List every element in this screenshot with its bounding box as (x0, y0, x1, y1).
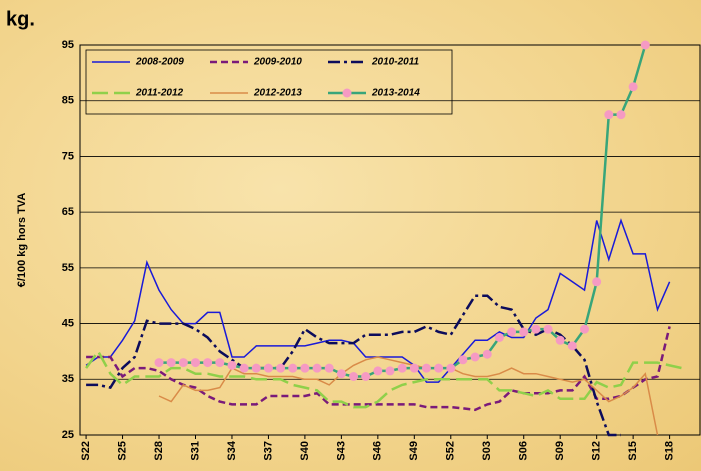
y-tick-label: 75 (62, 150, 74, 162)
x-tick-label: S22 (80, 441, 92, 461)
x-tick-label: S52 (445, 441, 457, 461)
y-tick-label: 55 (62, 262, 74, 274)
series-line (86, 294, 621, 437)
legend-label: 2008-2009 (135, 57, 184, 68)
legend-label: 2010-2011 (371, 57, 420, 68)
x-tick-label: S12 (591, 441, 603, 461)
point (288, 363, 298, 373)
plot-border (79, 44, 701, 436)
x-tick-label: S43 (335, 441, 347, 461)
point (154, 358, 164, 368)
point (434, 363, 444, 373)
y-tick-label: 65 (62, 206, 74, 218)
series-line (158, 356, 659, 436)
point (166, 358, 176, 368)
y-tick-label: 95 (62, 39, 74, 51)
point (446, 363, 456, 373)
legend-marker (342, 88, 352, 98)
point (373, 366, 383, 376)
y-tick-label: 85 (62, 95, 74, 107)
point (178, 358, 188, 368)
x-tick-label: S25 (116, 441, 128, 461)
point (640, 40, 650, 50)
point (336, 369, 346, 379)
point (507, 327, 517, 337)
point (263, 363, 273, 373)
point (421, 363, 431, 373)
x-tick-label: S28 (153, 441, 165, 461)
x-tick-label: S37 (262, 441, 274, 461)
x-tick-label: S49 (408, 441, 420, 461)
point (215, 358, 225, 368)
legend-label: 2011-2012 (135, 88, 184, 99)
series-line (85, 349, 683, 409)
point (251, 363, 261, 373)
legend-box (85, 49, 453, 115)
y-axis-label: €/100 kg hors TVA (16, 193, 28, 288)
point (543, 324, 553, 334)
point (494, 333, 504, 342)
legend-label: 2009-2010 (253, 57, 302, 68)
point (458, 355, 468, 365)
point (409, 363, 419, 373)
point (190, 358, 200, 368)
point (580, 324, 590, 334)
point (628, 82, 638, 92)
point (276, 363, 286, 373)
x-tick-label: S31 (189, 441, 201, 461)
x-tick-label: S34 (226, 440, 238, 460)
series-line (85, 218, 671, 383)
x-tick-label: S06 (518, 441, 530, 461)
point (604, 110, 614, 120)
point (300, 363, 310, 373)
point (324, 363, 334, 373)
x-tick-label: S09 (554, 441, 566, 461)
x-tick-label: S03 (481, 441, 493, 461)
x-tick-label: S46 (372, 441, 384, 461)
legend-label: 2012-2013 (253, 88, 302, 99)
point (519, 327, 529, 337)
point (239, 363, 249, 373)
point (361, 372, 371, 381)
point (203, 358, 213, 368)
point (592, 277, 602, 287)
point (482, 349, 492, 359)
y-tick-label: 25 (62, 429, 74, 441)
point (470, 352, 480, 362)
point (555, 335, 565, 345)
y-tick-label: 45 (62, 317, 74, 329)
legend-label: 2013-2014 (371, 88, 420, 99)
chart-title: kg. (6, 8, 35, 30)
point (312, 363, 322, 373)
y-tick-label: 35 (62, 373, 74, 385)
x-tick-label: S40 (299, 441, 311, 461)
point (397, 363, 407, 373)
point (567, 341, 577, 351)
point (616, 110, 626, 120)
point (385, 366, 395, 376)
point (349, 372, 359, 381)
x-tick-label: S18 (664, 441, 676, 461)
x-tick-label: S15 (627, 441, 639, 461)
point (227, 360, 237, 370)
point (531, 324, 541, 334)
